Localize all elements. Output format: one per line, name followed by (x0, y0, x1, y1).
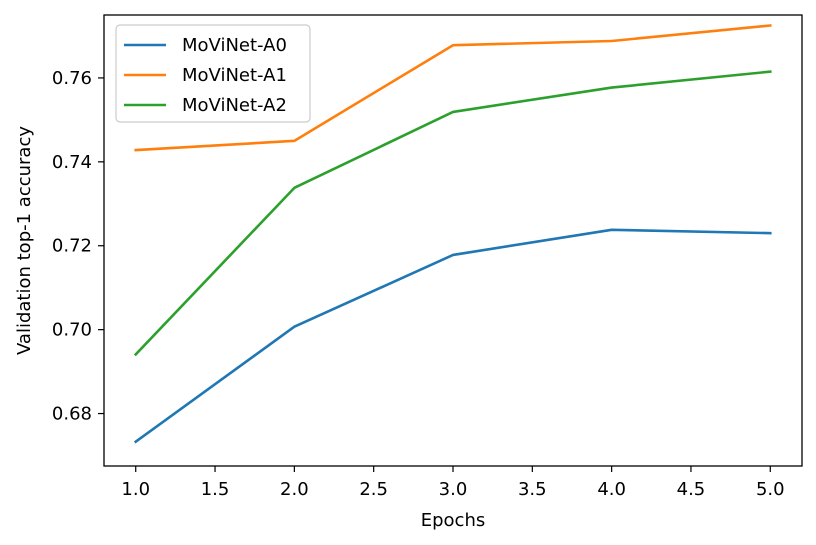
legend-label-1: MoViNet-A1 (182, 65, 287, 86)
x-tick-label: 2.0 (280, 479, 309, 500)
y-tick-label: 0.72 (52, 236, 92, 257)
y-tick-label: 0.70 (52, 320, 92, 341)
x-axis-title: Epochs (421, 510, 486, 531)
legend-label-2: MoViNet-A2 (182, 95, 287, 116)
series-line-1 (134, 24, 772, 152)
x-tick-label: 4.0 (597, 479, 626, 500)
axes: 1.0 1.5 2.0 2.5 3.0 3.5 4.0 4.5 5.0 0.68 0.70 0.72 0… (52, 14, 803, 500)
series-line-0 (133, 228, 772, 444)
legend-label-0: MoViNet-A0 (182, 35, 287, 56)
y-tick-label: 0.68 (52, 404, 92, 425)
x-tick-label: 1.0 (121, 479, 150, 500)
x-tick-label: 1.5 (201, 479, 230, 500)
y-axis-title: Validation top-1 accuracy (14, 126, 35, 355)
y-tick-label: 0.76 (52, 68, 92, 89)
x-tick-label: 3.5 (518, 479, 547, 500)
x-tick-label: 5.0 (756, 479, 785, 500)
x-tick-label: 4.5 (677, 479, 706, 500)
series-line-2 (133, 70, 772, 357)
y-tick-label: 0.74 (52, 152, 92, 173)
legend-box (115, 24, 311, 123)
x-tick-label: 3.0 (439, 479, 468, 500)
x-tick-label: 2.5 (359, 479, 388, 500)
legend: MoViNet-A0 MoViNet-A1 MoViNet-A2 (115, 24, 311, 123)
plot-area (133, 24, 772, 444)
